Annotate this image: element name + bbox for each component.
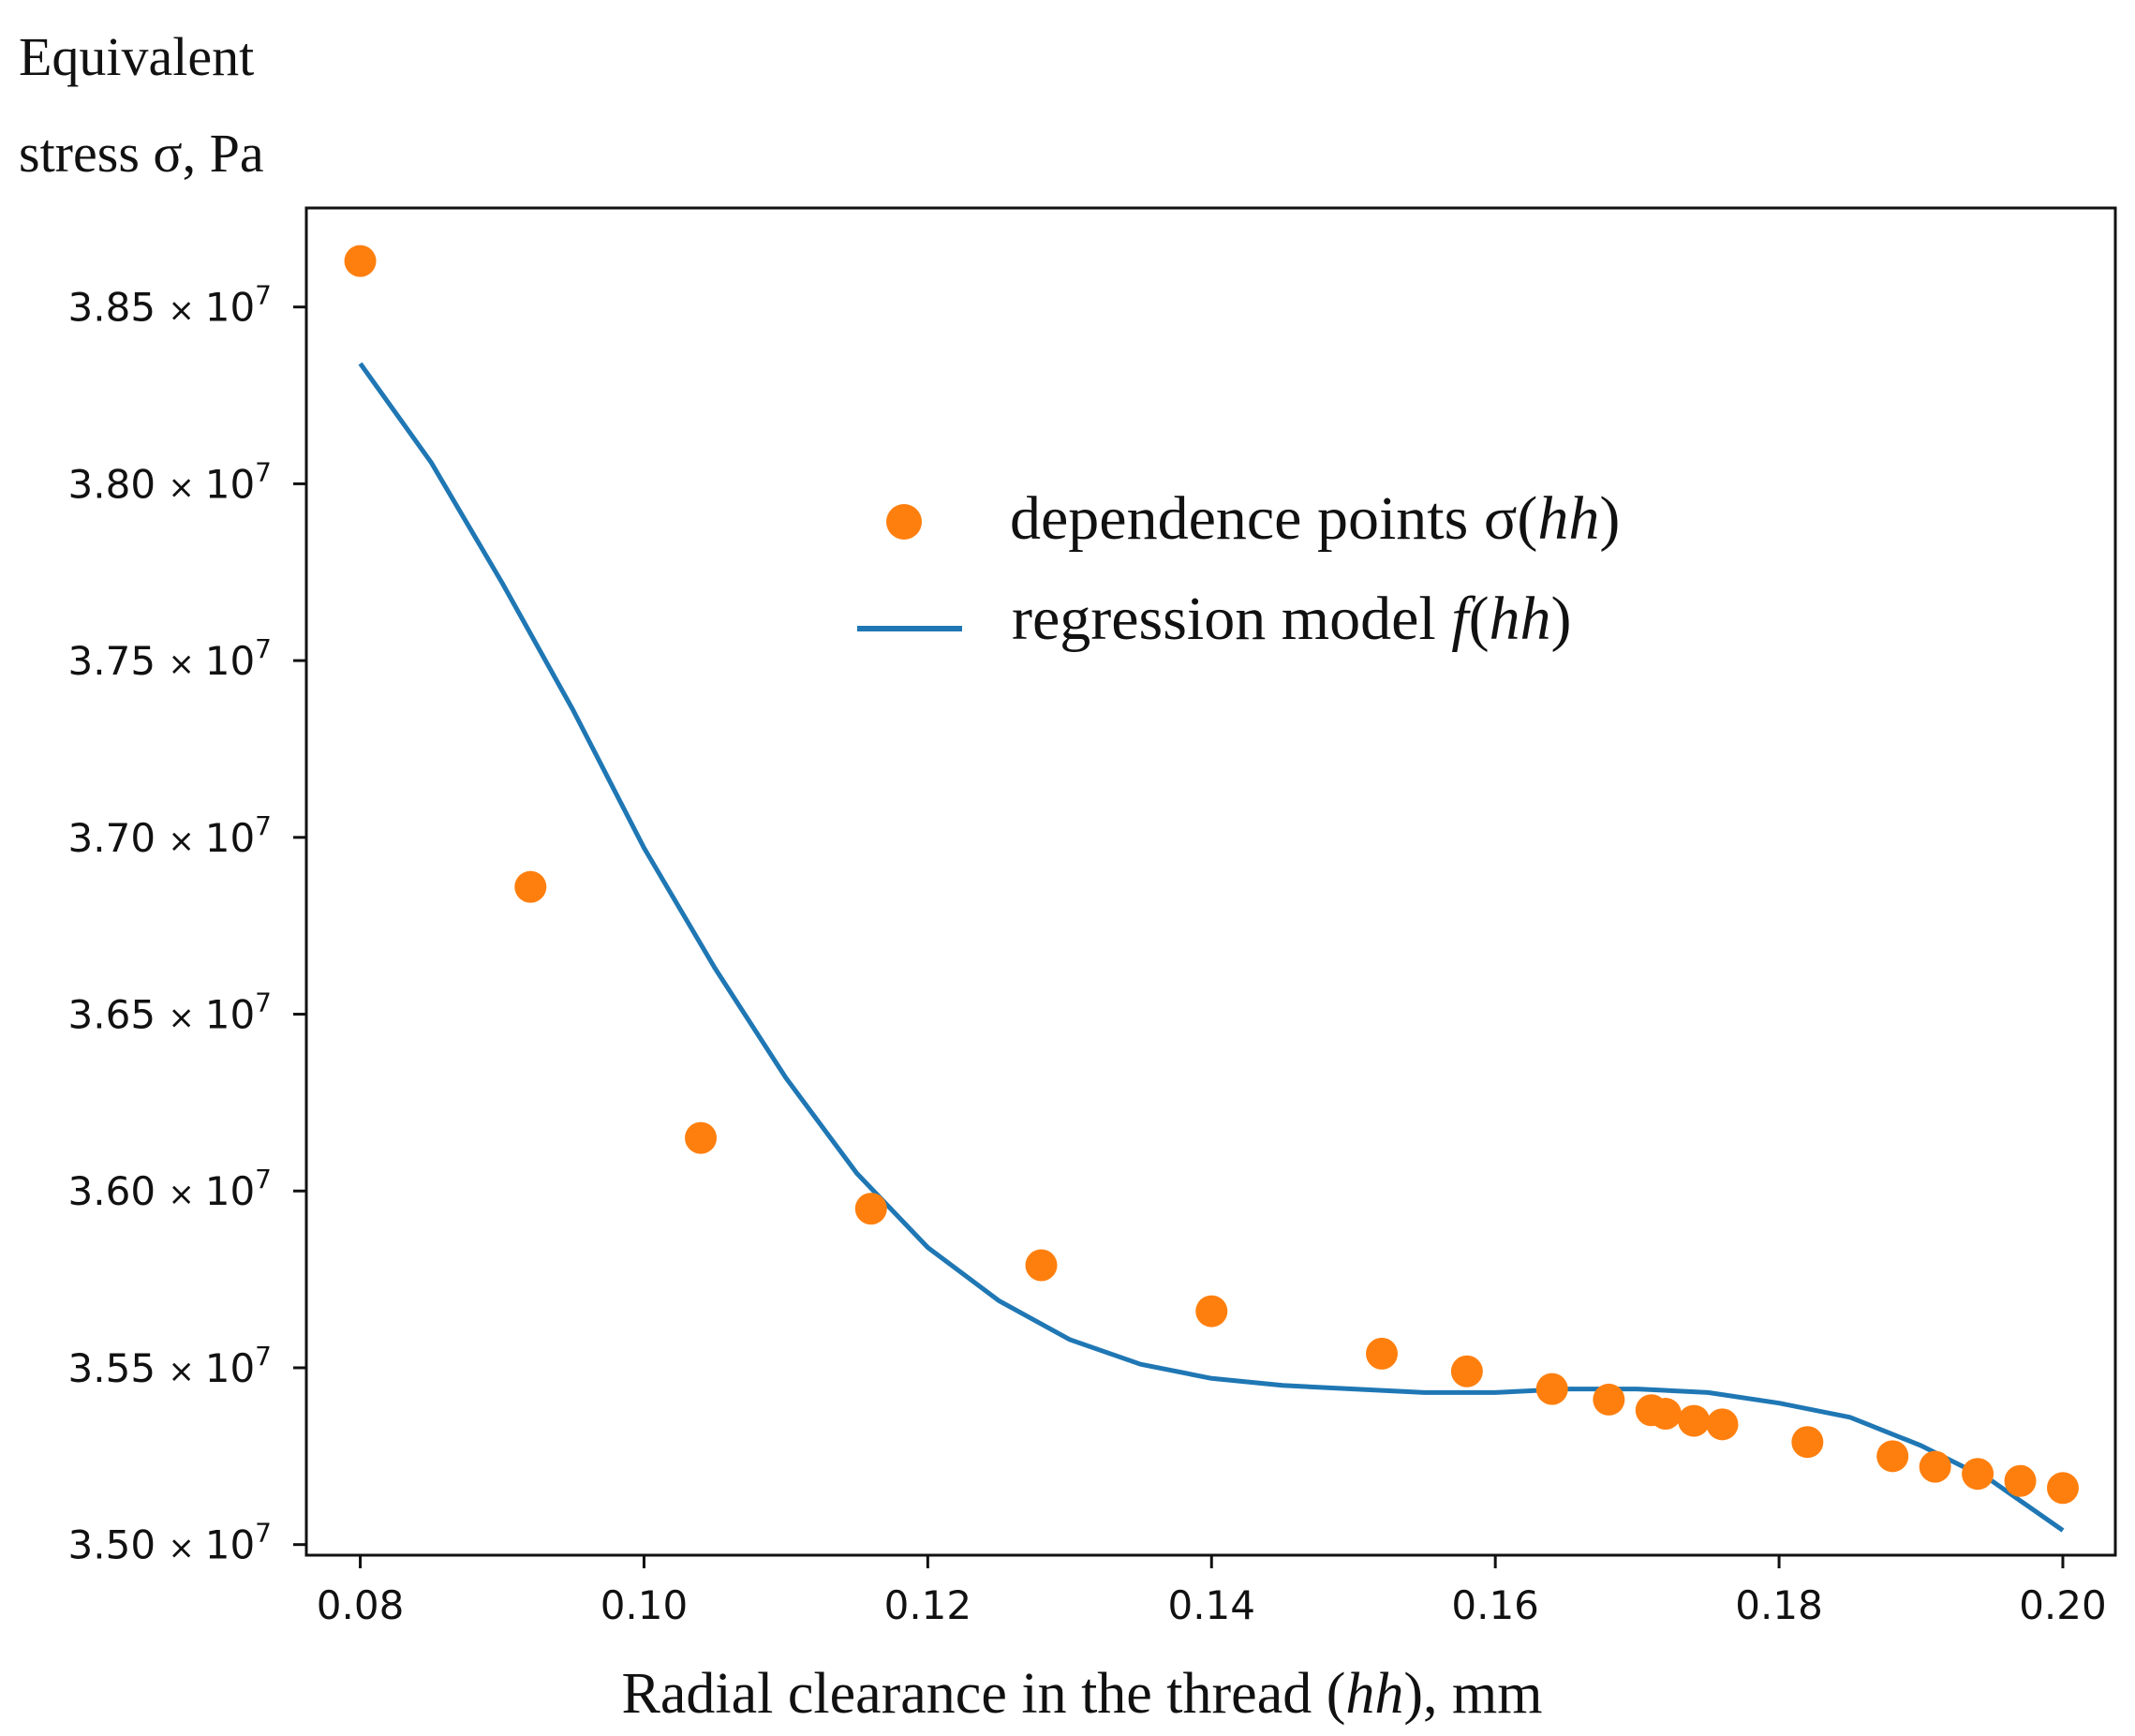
data-point	[1365, 1337, 1398, 1370]
x-tick-label: 0.20	[2019, 1582, 2107, 1628]
data-point	[685, 1121, 718, 1154]
data-point	[1791, 1426, 1824, 1459]
data-point	[344, 245, 377, 277]
legend-label-regression: regression model f(hh)	[1012, 585, 1572, 653]
y-tick-label: 3.70 × 107	[68, 810, 272, 861]
x-tick-label: 0.14	[1167, 1582, 1255, 1628]
x-tick-label: 0.18	[1735, 1582, 1823, 1628]
y-axis-label-line1: Equivalent	[19, 26, 254, 87]
data-point	[1678, 1404, 1711, 1437]
x-axis: 0.08 0.10 0.12 0.14 0.16 0.18 0.20	[317, 1555, 2107, 1628]
plot-area	[304, 206, 2117, 1557]
y-tick-label: 3.60 × 107	[68, 1164, 272, 1214]
data-point	[2046, 1472, 2079, 1505]
data-point	[1450, 1355, 1483, 1387]
y-tick-label: 3.75 × 107	[68, 633, 272, 684]
data-point	[1962, 1458, 1994, 1491]
data-point	[2004, 1464, 2037, 1497]
regression-line	[358, 362, 2065, 1533]
data-point	[514, 870, 547, 903]
regression-series	[358, 362, 2065, 1533]
x-axis-label: Radial clearance in the thread (hh), mm	[622, 1662, 1543, 1726]
x-tick-label: 0.12	[884, 1582, 972, 1628]
legend-label-points: dependence points σ(hh)	[1010, 484, 1620, 553]
x-tick-label: 0.08	[317, 1582, 405, 1628]
data-point	[1919, 1450, 1951, 1483]
x-tick-label: 0.16	[1451, 1582, 1539, 1628]
legend-marker-points	[886, 504, 922, 540]
y-tick-label: 3.80 × 107	[68, 456, 272, 507]
data-point	[1195, 1295, 1228, 1328]
y-axis: 3.50 × 107 3.55 × 107 3.60 × 107 3.65 × 107…	[68, 280, 306, 1568]
y-tick-label: 3.85 × 107	[68, 280, 272, 331]
legend: dependence points σ(hh) regression model…	[857, 484, 1620, 653]
scatter-series	[344, 245, 2079, 1505]
data-point	[1706, 1408, 1739, 1441]
data-point	[854, 1193, 887, 1225]
y-axis-label-line2: stress σ, Pa	[19, 123, 264, 184]
y-tick-label: 3.50 × 107	[68, 1518, 272, 1568]
data-point	[1593, 1383, 1625, 1416]
data-point	[1535, 1372, 1568, 1405]
y-tick-label: 3.65 × 107	[68, 987, 272, 1038]
data-point	[1025, 1249, 1058, 1282]
data-point	[1876, 1440, 1909, 1473]
data-point	[1649, 1398, 1682, 1431]
x-tick-label: 0.10	[600, 1582, 689, 1628]
y-tick-label: 3.55 × 107	[68, 1341, 272, 1391]
